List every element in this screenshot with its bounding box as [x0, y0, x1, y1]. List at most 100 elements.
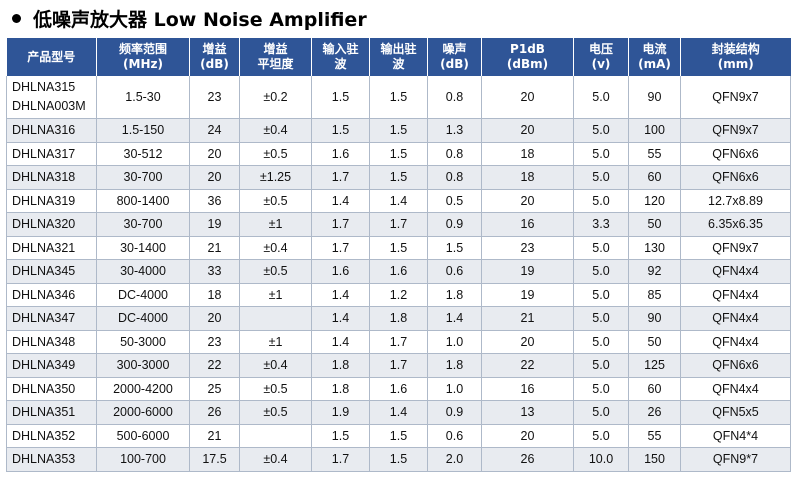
table-cell: 20 — [189, 165, 240, 190]
table-cell: 85 — [628, 283, 681, 307]
table-cell: ±0.4 — [239, 118, 312, 143]
spec-table: 产品型号 频率范围 (MHz) 增益 (dB) 增益 平坦度 输入驻波输出驻波噪声 (dB) P1… — [6, 38, 791, 472]
table-cell: 1.6 — [311, 142, 370, 166]
table-cell: 16 — [481, 212, 574, 237]
table-cell: 1.9 — [311, 400, 370, 425]
table-cell: 3.3 — [573, 212, 629, 237]
table-cell: 6.35x6.35 — [680, 212, 791, 237]
table-row: DHLNA345 30-4000 33 ±0.5 1.6 1.6 0.6 19 5.0 92 QFN… — [6, 259, 791, 284]
table-cell: 2000-4200 — [96, 377, 190, 401]
part-number-cell: DHLNA348 — [6, 330, 97, 354]
table-cell: 60 — [628, 165, 681, 190]
table-cell: ±0.5 — [239, 377, 312, 401]
table-cell: 5.0 — [573, 424, 629, 448]
table-cell: ±0.5 — [239, 259, 312, 284]
table-cell: 5.0 — [573, 377, 629, 401]
table-row: DHLNA316 1.5-150 24 ±0.4 1.5 1.5 1.3 20 5.0 100 QF… — [6, 118, 791, 143]
table-cell: 24 — [189, 118, 240, 143]
table-cell: 1.4 — [311, 330, 370, 354]
part-number-cell: DHLNA351 — [6, 400, 97, 425]
table-cell: QFN6x6 — [680, 165, 791, 190]
table-cell: 1.3 — [427, 118, 482, 143]
table-cell: 33 — [189, 259, 240, 284]
table-cell: 22 — [481, 353, 574, 378]
table-cell: 60 — [628, 377, 681, 401]
part-number-cell: DHLNA318 — [6, 165, 97, 190]
column-header: 输入驻波 — [311, 38, 370, 76]
table-cell: 1.7 — [311, 447, 370, 472]
table-cell: 2000-6000 — [96, 400, 190, 425]
table-cell: 23 — [189, 76, 240, 119]
table-cell: 0.8 — [427, 165, 482, 190]
table-cell: 1.0 — [427, 377, 482, 401]
table-cell — [239, 306, 312, 331]
table-cell: QFN6x6 — [680, 353, 791, 378]
table-cell: 21 — [189, 424, 240, 448]
part-number-cell: DHLNA349 — [6, 353, 97, 378]
table-cell: 1.0 — [427, 330, 482, 354]
table-cell: 50 — [628, 330, 681, 354]
table-cell: ±1 — [239, 283, 312, 307]
table-cell: 5.0 — [573, 142, 629, 166]
table-cell: 0.9 — [427, 212, 482, 237]
column-header-line: P1dB — [510, 42, 545, 56]
table-row: DHLNA318 30-700 20 ±1.25 1.7 1.5 0.8 18 5.0 60 QFN… — [6, 165, 791, 190]
table-cell: 20 — [481, 76, 574, 119]
table-cell: ±0.5 — [239, 189, 312, 213]
table-cell: 30-700 — [96, 165, 190, 190]
table-cell: 92 — [628, 259, 681, 284]
table-cell: 130 — [628, 236, 681, 260]
table-cell: 36 — [189, 189, 240, 213]
table-cell: 1.4 — [311, 283, 370, 307]
table-row: DHLNA348 50-3000 23 ±1 1.4 1.7 1.0 20 5.0 50 QFN4x… — [6, 330, 791, 354]
table-cell: 1.5 — [427, 236, 482, 260]
table-row: DHLNA346 DC-4000 18 ±1 1.4 1.2 1.8 19 5.0 85 QFN4x… — [6, 283, 791, 307]
table-header-row: 产品型号 频率范围 (MHz) 增益 (dB) 增益 平坦度 输入驻波输出驻波噪声 (dB) P1… — [6, 38, 791, 76]
table-row: DHLNA349 300-3000 22 ±0.4 1.8 1.7 1.8 22 5.0 125 Q… — [6, 353, 791, 378]
table-cell: QFN5x5 — [680, 400, 791, 425]
table-cell: 90 — [628, 76, 681, 119]
table-cell: QFN9x7 — [680, 118, 791, 143]
table-cell: 10.0 — [573, 447, 629, 472]
table-cell: 0.6 — [427, 259, 482, 284]
table-cell: 30-1400 — [96, 236, 190, 260]
part-number-cell: DHLNA345 — [6, 259, 97, 284]
table-cell: 2.0 — [427, 447, 482, 472]
table-cell: 13 — [481, 400, 574, 425]
table-cell: 1.5 — [369, 142, 428, 166]
table-cell: 1.7 — [369, 212, 428, 237]
table-cell: 50-3000 — [96, 330, 190, 354]
table-cell: 1.8 — [427, 283, 482, 307]
table-cell: 0.9 — [427, 400, 482, 425]
table-cell: ±0.5 — [239, 400, 312, 425]
table-cell: ±1 — [239, 330, 312, 354]
table-cell: QFN4x4 — [680, 306, 791, 331]
table-cell: 5.0 — [573, 165, 629, 190]
table-cell: QFN9x7 — [680, 236, 791, 260]
column-header: 噪声 (dB) — [427, 38, 482, 76]
column-header-line: 产品型号 — [27, 49, 76, 64]
table-cell: 20 — [481, 424, 574, 448]
column-header: 电流 (mA) — [628, 38, 681, 76]
table-cell: 5.0 — [573, 189, 629, 213]
bullet-icon — [12, 13, 21, 23]
column-header: 增益 平坦度 — [239, 38, 312, 76]
column-header-line: 电流 — [642, 42, 667, 56]
table-cell: QFN4x4 — [680, 283, 791, 307]
table-cell: 23 — [481, 236, 574, 260]
table-cell: QFN9x7 — [680, 76, 791, 119]
table-row: DHLNA351 2000-6000 26 ±0.5 1.9 1.4 0.9 13 5.0 26 Q… — [6, 400, 791, 425]
table-cell: ±1.25 — [239, 165, 312, 190]
table-cell: 5.0 — [573, 306, 629, 331]
table-cell: 1.5 — [369, 447, 428, 472]
table-cell: 1.2 — [369, 283, 428, 307]
column-header: 产品型号 — [6, 38, 97, 76]
column-header: 封装结构 (mm) — [680, 38, 791, 76]
table-cell: 1.5 — [311, 424, 370, 448]
table-cell: 21 — [481, 306, 574, 331]
table-cell: 23 — [189, 330, 240, 354]
part-number-cell: DHLNA315 DHLNA003M — [6, 76, 97, 119]
table-cell: 5.0 — [573, 118, 629, 143]
column-header-line: (dB) — [200, 57, 229, 71]
table-cell: 1.5 — [369, 76, 428, 119]
